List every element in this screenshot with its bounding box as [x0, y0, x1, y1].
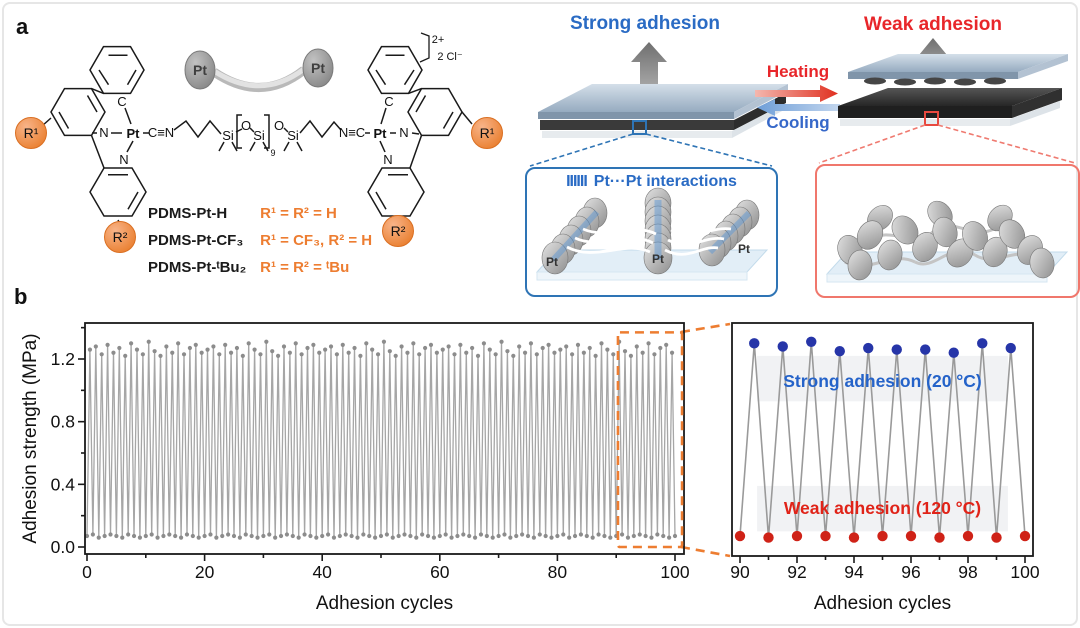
- pt-disk-label: Pt: [193, 62, 207, 78]
- pt-disk-right: [302, 48, 334, 88]
- nitrogen-label: N: [99, 125, 108, 140]
- pt-stack-label: Pt: [652, 252, 664, 266]
- up-arrow-icon: [631, 42, 667, 88]
- stack-bars-icon: IIIIII: [566, 173, 588, 190]
- o-label: O: [274, 118, 284, 133]
- svg-text:90: 90: [730, 562, 750, 582]
- cooling-arrow-icon: [757, 99, 840, 116]
- chemical-structure-drawing: Pt Pt R¹ R² R¹ R² C C Pt Pt N N N N C≡N …: [15, 32, 503, 253]
- compound-row: PDMS-Pt-CF₃ R¹ = CF₃, R² = H: [148, 232, 372, 249]
- svg-text:0: 0: [82, 562, 92, 582]
- svg-text:0.8: 0.8: [51, 412, 75, 432]
- svg-text:100: 100: [1010, 562, 1039, 582]
- pt-disk-label: Pt: [311, 60, 325, 76]
- counterion-label: 2 Cl⁻: [437, 51, 463, 63]
- r1-circle-left: [15, 117, 47, 149]
- pt-stack-illustration: Pt Pt Pt: [535, 187, 769, 281]
- panel-b-label: b: [14, 284, 28, 309]
- heating-arrow-icon: [755, 85, 838, 102]
- carbon-label: C: [384, 94, 393, 109]
- svg-text:Strong adhesion (20 °C): Strong adhesion (20 °C): [783, 371, 982, 391]
- compound-name: PDMS-Pt-H: [148, 205, 228, 222]
- pt-stack-label: Pt: [738, 242, 750, 256]
- si-label: Si: [222, 128, 234, 143]
- svg-text:1.2: 1.2: [51, 349, 75, 369]
- pt-disk-left: [184, 50, 216, 90]
- zoom-callout-lines-red: [818, 124, 1076, 164]
- compound-name: PDMS-Pt-ᵗBu₂: [148, 259, 247, 276]
- svg-text:0.4: 0.4: [51, 474, 76, 494]
- disordered-state-box: [815, 164, 1080, 298]
- cooling-label: Cooling: [766, 113, 830, 132]
- r1-label: R¹: [480, 125, 495, 141]
- pt-stack-label: Pt: [546, 255, 558, 269]
- si-label: Si: [287, 128, 299, 143]
- pt-atom-label: Pt: [127, 126, 141, 141]
- bracket-subscript: 9: [270, 148, 275, 158]
- compound-substituents: R¹ = R² = ᵗBu: [260, 259, 350, 276]
- svg-text:Weak adhesion (120 °C): Weak adhesion (120 °C): [784, 498, 981, 518]
- zoom-connector-lines: [680, 322, 731, 558]
- isocyanide-label: C≡N: [148, 125, 174, 140]
- svg-text:98: 98: [958, 562, 977, 582]
- carbon-label: C: [117, 94, 126, 109]
- svg-text:0.0: 0.0: [51, 537, 76, 557]
- svg-text:92: 92: [787, 562, 806, 582]
- svg-text:20: 20: [195, 562, 215, 582]
- svg-text:96: 96: [901, 562, 920, 582]
- si-label: Si: [253, 128, 265, 143]
- nitrogen-label: N: [119, 152, 128, 167]
- compound-name: PDMS-Pt-CF₃: [148, 232, 244, 249]
- zoom-square-red: [924, 111, 939, 126]
- svg-text:80: 80: [548, 562, 568, 582]
- adhesion-cycles-chart-full: 0 20 40 60 80 100 0.0 0.4 0.8 1.2 Adhesion cycles A…: [20, 322, 690, 614]
- zoom-square-blue: [632, 120, 647, 135]
- nitrogen-label: N: [399, 125, 408, 140]
- svg-text:Adhesion cycles: Adhesion cycles: [814, 593, 951, 614]
- weak-adhesion-title: Weak adhesion: [864, 14, 1002, 35]
- strong-adhesion-title: Strong adhesion: [570, 13, 720, 34]
- r1-label: R¹: [24, 125, 39, 141]
- pt-disordered-illustration: [825, 200, 1069, 283]
- weak-adhesion-schematic: [818, 38, 1076, 164]
- pt-interactions-box-title: IIIIII Pt···Pt interactions: [566, 173, 737, 190]
- heating-label: Heating: [766, 62, 830, 81]
- compound-substituents: R¹ = CF₃, R² = H: [260, 232, 373, 249]
- panel-a-label: a: [16, 14, 29, 39]
- r2-label: R²: [113, 229, 128, 245]
- r2-circle-left: [104, 221, 136, 253]
- svg-text:Adhesion cycles: Adhesion cycles: [316, 593, 453, 614]
- pt-interactions-box: IIIIII Pt···Pt interactions: [525, 167, 778, 297]
- r2-circle-right: [382, 215, 414, 247]
- zoom-callout-lines-blue: [529, 133, 773, 167]
- compound-substituents: R¹ = R² = H: [260, 205, 337, 222]
- strong-adhesion-schematic: [529, 42, 788, 167]
- svg-text:Adhesion strength (MPa): Adhesion strength (MPa): [20, 333, 41, 543]
- compound-row: PDMS-Pt-H R¹ = R² = H: [148, 205, 337, 222]
- isocyanide-label: N≡C: [339, 125, 365, 140]
- pt-atom-label: Pt: [374, 126, 388, 141]
- nitrogen-label: N: [383, 152, 392, 167]
- charge-label: 2+: [432, 34, 445, 46]
- adhesion-cycles-chart-zoom: Strong adhesion (20 °C) Weak adhesion (12…: [730, 322, 1040, 614]
- compound-row: PDMS-Pt-ᵗBu₂ R¹ = R² = ᵗBu: [148, 259, 349, 276]
- r2-label: R²: [391, 223, 406, 239]
- svg-text:40: 40: [312, 562, 332, 582]
- svg-text:100: 100: [660, 562, 689, 582]
- svg-text:60: 60: [430, 562, 450, 582]
- heating-cooling-arrows: [755, 85, 840, 116]
- r1-circle-right: [471, 117, 503, 149]
- o-label: O: [241, 118, 251, 133]
- svg-text:94: 94: [844, 562, 864, 582]
